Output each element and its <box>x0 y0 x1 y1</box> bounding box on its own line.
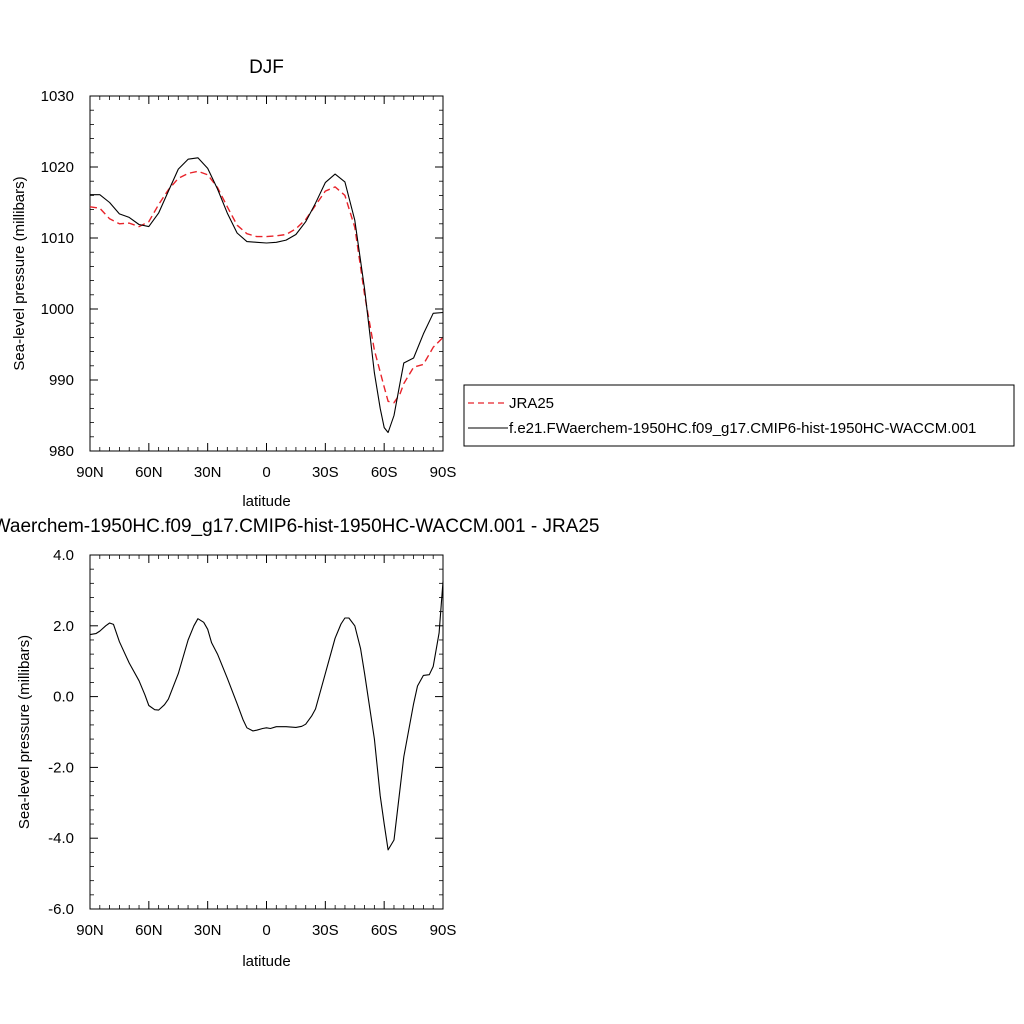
bottom-chart-x-axis-label: latitude <box>242 953 290 970</box>
series-line-1 <box>89 581 444 851</box>
x-tick-label: 60S <box>371 922 398 939</box>
y-tick-label: 990 <box>49 372 74 389</box>
legend-label-jra25: JRA25 <box>509 395 554 412</box>
x-tick-label: 0 <box>262 922 270 939</box>
top-chart-panel: 90N 60N 30N 0 30S 60S 90S 980 990 1000 1010 1020 103… <box>11 57 1015 510</box>
y-tick-label: 1020 <box>41 159 74 176</box>
x-tick-label: 30N <box>194 464 222 481</box>
top-chart-y-axis-label: Sea-level pressure (millibars) <box>11 176 28 370</box>
x-tick-label: 90N <box>76 922 104 939</box>
top-plot-frame <box>89 95 444 452</box>
x-tick-label: 30S <box>312 464 339 481</box>
series-line-1 <box>89 170 444 404</box>
x-tick-label: 0 <box>262 464 270 481</box>
bottom-chart-y-axis-label: Sea-level pressure (millibars) <box>16 635 33 829</box>
y-tick-label: -6.0 <box>48 901 74 918</box>
bottom-chart-ticks <box>89 554 444 910</box>
y-tick-label: 1000 <box>41 301 74 318</box>
bottom-plot-frame <box>89 554 444 910</box>
y-tick-label: 4.0 <box>53 547 74 564</box>
y-tick-label: 1030 <box>41 88 74 105</box>
x-tick-label: 30N <box>194 922 222 939</box>
x-tick-label: 90N <box>76 464 104 481</box>
top-chart-ticks <box>89 95 444 452</box>
y-tick-label: -4.0 <box>48 830 74 847</box>
bottom-chart-tick-labels: 90N 60N 30N 0 30S 60S 90S -6.0 -4.0 -2.0 0.0 2.0 4.0 <box>48 547 456 939</box>
bottom-chart-title: f.e21.FWaerchem-1950HC.f09_g17.CMIP6-his… <box>0 516 599 537</box>
top-chart-title: DJF <box>249 57 284 78</box>
y-tick-label: 1010 <box>41 230 74 247</box>
x-tick-label: 30S <box>312 922 339 939</box>
x-tick-label: 90S <box>430 464 457 481</box>
y-tick-label: 2.0 <box>53 618 74 635</box>
bottom-chart-series <box>89 581 444 851</box>
series-line-2 <box>90 157 444 434</box>
y-tick-label: 980 <box>49 443 74 460</box>
y-tick-label: -2.0 <box>48 759 74 776</box>
top-chart-x-axis-label: latitude <box>242 493 290 510</box>
legend-box <box>463 384 1015 447</box>
bottom-chart-panel: 90N 60N 30N 0 30S 60S 90S -6.0 -4.0 -2.0 0.0 2.0 4.0… <box>0 516 599 970</box>
x-tick-label: 60N <box>135 922 163 939</box>
x-tick-label: 60N <box>135 464 163 481</box>
top-chart-series <box>89 157 444 434</box>
legend-label-model: f.e21.FWaerchem-1950HC.f09_g17.CMIP6-his… <box>509 420 976 437</box>
y-tick-label: 0.0 <box>53 689 74 706</box>
x-tick-label: 90S <box>430 922 457 939</box>
top-chart-legend: JRA25 f.e21.FWaerchem-1950HC.f09_g17.CMI… <box>463 384 1015 447</box>
x-tick-label: 60S <box>371 464 398 481</box>
top-chart-tick-labels: 90N 60N 30N 0 30S 60S 90S 980 990 1000 1010 1020 103… <box>41 88 457 481</box>
